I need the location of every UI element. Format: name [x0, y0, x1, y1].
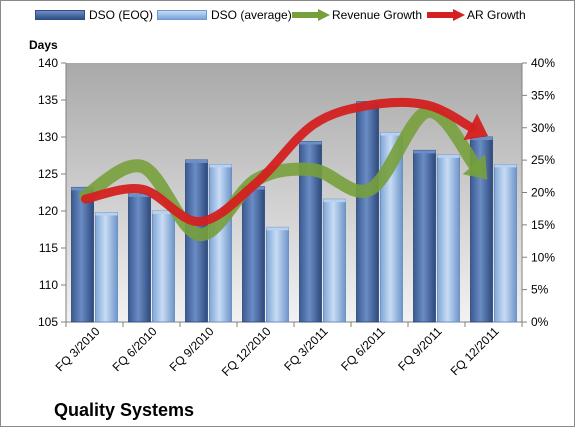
right-tick-label: 30% [531, 121, 555, 135]
right-tick-label: 5% [531, 283, 549, 297]
x-tick-label: FQ 12/2011 [448, 324, 502, 378]
legend-item-dso-average: DSO (average) [157, 8, 292, 22]
left-tick-label: 115 [39, 241, 58, 255]
bar-dso-eoq-top [299, 141, 322, 145]
bar-dso-average-top [437, 154, 460, 158]
left-tick-label: 125 [38, 167, 58, 181]
bar-dso-eoq [356, 101, 379, 323]
bar-dso-eoq-top [128, 193, 151, 197]
legend-label-revenue-growth: Revenue Growth [332, 8, 423, 22]
bar-dso-average [266, 226, 289, 323]
legend-label-ar-growth: AR Growth [467, 8, 526, 22]
revenue-growth-line [79, 105, 482, 242]
x-tick-label: FQ 9/2011 [395, 324, 445, 374]
bar-dso-eoq-top [470, 137, 493, 140]
bar-dso-eoq [71, 186, 94, 323]
right-tick-label: 40% [531, 56, 555, 70]
bar-dso-average [152, 210, 175, 323]
legend-arrow-green-icon [292, 9, 330, 21]
right-tick-label: 25% [531, 153, 555, 167]
bar-dso-average [209, 163, 232, 323]
legend-swatch-dso-eoq [35, 10, 85, 20]
ar-growth-line [81, 97, 477, 227]
legend-arrow-red-icon [427, 9, 465, 21]
right-tick-label: 0% [531, 315, 549, 329]
bar-dso-average-top [95, 212, 118, 216]
right-tick-label: 15% [531, 218, 555, 232]
legend: DSO (EOQ) DSO (average) Revenue Growth A… [0, 0, 575, 30]
lines-group [79, 97, 489, 242]
x-tick-label: FQ 6/2011 [338, 324, 388, 374]
bar-dso-average-top [266, 227, 289, 231]
legend-item-ar-growth: AR Growth [425, 8, 526, 22]
bar-dso-eoq [128, 193, 151, 323]
x-tick-label: FQ 9/2010 [167, 324, 217, 374]
left-tick-label: 120 [38, 204, 58, 218]
x-tick-label: FQ 3/2011 [281, 324, 331, 374]
left-axis-title: Days [29, 38, 58, 52]
bar-dso-eoq [185, 159, 208, 323]
x-tick-label: FQ 3/2010 [53, 324, 103, 374]
revenue-growth-arrowhead [462, 154, 488, 180]
x-tick-label: FQ 12/2010 [219, 324, 274, 379]
bar-dso-eoq [413, 149, 436, 323]
bar-dso-average-top [494, 164, 517, 168]
right-tick-label: 20% [531, 186, 555, 200]
bar-dso-eoq-top [413, 150, 436, 154]
bars-group [71, 101, 517, 323]
bar-dso-average-top [209, 164, 232, 168]
bar-dso-average-top [323, 199, 346, 203]
left-tick-label: 135 [38, 93, 58, 107]
right-tick-label: 10% [531, 250, 555, 264]
legend-label-dso-average: DSO (average) [211, 8, 292, 22]
x-tick-label: FQ 6/2010 [110, 324, 160, 374]
left-tick-label: 140 [38, 56, 58, 70]
bar-dso-average-top [152, 211, 175, 214]
chart-title: Quality Systems [54, 400, 195, 420]
right-tick-label: 35% [531, 88, 555, 102]
legend-item-revenue-growth: Revenue Growth [290, 8, 422, 22]
left-tick-label: 110 [39, 278, 58, 292]
left-tick-label: 105 [38, 315, 58, 329]
ar-growth-arrowhead [463, 113, 489, 141]
bar-dso-eoq [242, 186, 265, 323]
legend-swatch-dso-average [157, 10, 207, 20]
bar-dso-average-top [380, 132, 403, 136]
left-tick-label: 130 [38, 130, 58, 144]
bar-dso-average [437, 154, 460, 323]
bar-dso-eoq-top [185, 159, 208, 163]
legend-item-dso-eoq: DSO (EOQ) [35, 8, 153, 22]
legend-label-dso-eoq: DSO (EOQ) [89, 8, 154, 22]
bar-dso-eoq-top [71, 187, 94, 191]
bar-dso-average [323, 198, 346, 323]
bar-dso-average [95, 212, 118, 323]
bar-dso-average [494, 163, 517, 323]
